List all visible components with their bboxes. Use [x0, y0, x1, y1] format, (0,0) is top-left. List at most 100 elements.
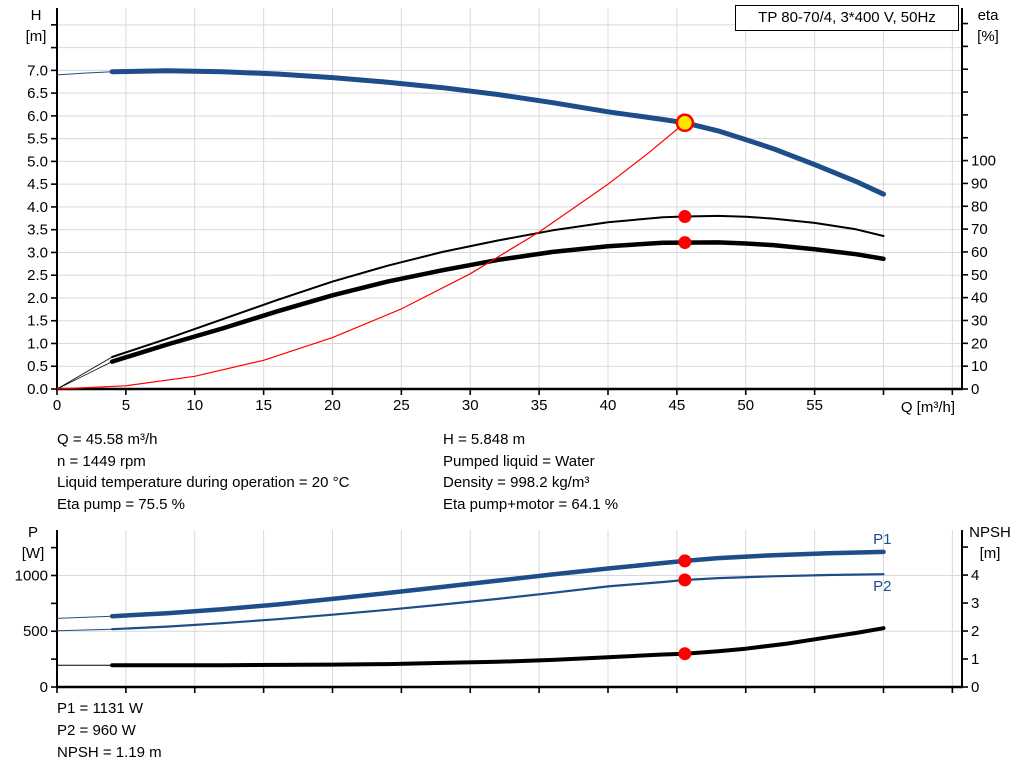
system-curve: [56, 122, 686, 390]
duty-point-marker[interactable]: [675, 113, 695, 133]
npsh-axis-title: NPSH [m]: [962, 522, 1018, 564]
eta-pump-motor-curve-leadin: [56, 361, 113, 390]
q-axis-tick-label: 5: [122, 397, 130, 414]
h-axis-tick-label: 5.0: [27, 153, 48, 170]
power-npsh-info: P1 = 1131 W P2 = 960 W NPSH = 1.19 m: [57, 698, 162, 764]
head-efficiency-chart: 0.0 0.5 1.0 1.5 2.0 2.5 3.0 3.5 4.0 4.5 5.0 5.5 6.0 6…: [27, 8, 996, 414]
eta-axis-tick-label: 60: [971, 244, 988, 261]
axis-title-line: [%]: [977, 28, 999, 45]
info-line: H = 5.848 m: [443, 431, 526, 448]
q-axis-tick-label: 15: [255, 397, 272, 414]
h-axis-title: H [m]: [18, 5, 54, 47]
q-axis-tick-label: 30: [462, 397, 479, 414]
h-axis-tick-label: 0.5: [27, 358, 48, 375]
eta-pump-motor-curve: [109, 240, 886, 364]
axis-title-line: P: [27, 524, 38, 541]
info-line: Pumped liquid = Water: [443, 452, 595, 470]
h-axis-tick-label: 6.5: [27, 85, 48, 102]
q-axis-tick-label: 40: [600, 397, 617, 414]
h-axis-tick-label: 4.0: [27, 199, 48, 216]
q-axis-tick-label: 35: [531, 397, 548, 414]
info-line: P2 = 960 W: [57, 722, 136, 739]
eta-pump-curve: [111, 214, 885, 358]
h-axis-tick-label: 1.0: [27, 335, 48, 352]
info-line: Liquid temperature during operation = 20…: [57, 474, 350, 492]
q-axis-tick-label: 20: [324, 397, 341, 414]
q-axis-title: Q [m³/h]: [900, 399, 955, 416]
eta-axis-tick-label: 70: [971, 221, 988, 238]
q-axis-tick-label: 25: [393, 397, 410, 414]
info-line: Eta pump = 75.5 %: [57, 496, 185, 514]
info-line: NPSH = 1.19 m: [57, 744, 162, 761]
npsh-axis-tick-label: 1: [971, 651, 979, 668]
axis-title-line: [W]: [21, 545, 45, 562]
h-axis-tick-label: 3.0: [27, 244, 48, 261]
h-axis-tick-label: 0.0: [27, 381, 48, 398]
p2-curve-label: P2: [873, 578, 891, 595]
p-axis-tick-label: 1000: [15, 567, 48, 584]
duty-info-right: H = 5.848 m Pumped liquid = Water Densit…: [443, 429, 618, 516]
p-axis-tick-label: 0: [40, 679, 48, 696]
axis-title-line: [m]: [979, 545, 1001, 562]
info-line: Density = 998.2 kg/m³: [443, 474, 590, 492]
power-npsh-chart: 0 500 1000 0 1 2 3 4 P1 P2: [15, 530, 979, 696]
npsh-axis-tick-label: 0: [971, 679, 979, 696]
h-axis-tick-label: 6.0: [27, 108, 48, 125]
p1-curve: [109, 549, 886, 619]
h-axis-tick-label: 2.0: [27, 290, 48, 307]
h-curve-leadin: [56, 71, 113, 76]
q-axis-tick-label: 0: [53, 397, 61, 414]
pump-title-box: TP 80-70/4, 3*400 V, 50Hz: [735, 5, 959, 31]
p1-curve-leadin: [56, 615, 113, 619]
q-axis-tick-label: 45: [669, 397, 686, 414]
h-axis-tick-label: 5.5: [27, 131, 48, 148]
operating-point-dot-2[interactable]: [678, 647, 692, 661]
p2-curve-leadin: [56, 628, 113, 632]
p-axis-tick-label: 500: [23, 623, 48, 640]
axis-title-line: H: [30, 7, 42, 24]
duty-info-left: Q = 45.58 m³/h n = 1449 rpm Liquid tempe…: [57, 429, 349, 516]
eta-axis-tick-label: 90: [971, 175, 988, 192]
h-curve[interactable]: [109, 68, 886, 197]
axis-title-line: eta: [977, 7, 999, 24]
eta-axis-tick-label: 50: [971, 267, 988, 284]
eta-pump-curve-leadin: [56, 356, 113, 390]
axis-title-line: NPSH: [969, 524, 1011, 541]
eta-axis-tick-label: 100: [971, 153, 996, 170]
pump-title: TP 80-70/4, 3*400 V, 50Hz: [758, 9, 936, 26]
q-axis-tick-label: 10: [186, 397, 203, 414]
eta-axis-tick-label: 40: [971, 290, 988, 307]
q-axis-tick-label: 50: [737, 397, 754, 414]
operating-point-dot-1[interactable]: [678, 573, 692, 587]
npsh-axis-tick-label: 4: [971, 567, 979, 584]
h-axis-tick-label: 3.5: [27, 222, 48, 239]
p1-curve-label: P1: [873, 531, 891, 548]
npsh-axis-tick-label: 2: [971, 623, 979, 640]
p2-curve: [111, 573, 885, 631]
eta-axis-tick-label: 80: [971, 198, 988, 215]
eta-axis-tick-label: 20: [971, 335, 988, 352]
info-line: Eta pump+motor = 64.1 %: [443, 496, 619, 514]
h-axis-tick-label: 1.5: [27, 313, 48, 330]
q-axis-tick-label: 55: [806, 397, 823, 414]
eta-axis-tick-label: 10: [971, 358, 988, 375]
operating-point-dot-0[interactable]: [678, 554, 692, 568]
eta-axis-title: eta [%]: [963, 5, 1013, 47]
h-axis-tick-label: 4.5: [27, 176, 48, 193]
info-line: P1 = 1131 W: [57, 700, 144, 717]
head-efficiency-chart-plot-area[interactable]: [57, 8, 962, 389]
eta-axis-tick-label: 0: [971, 381, 979, 398]
h-axis-tick-label: 7.0: [27, 62, 48, 79]
axis-title-line: [m]: [25, 28, 47, 45]
npsh-axis-tick-label: 3: [971, 595, 979, 612]
info-line: n = 1449 rpm: [57, 452, 146, 470]
eta-axis-tick-label: 30: [971, 312, 988, 329]
p-axis-title: P [W]: [14, 522, 52, 564]
operating-point-dot-1[interactable]: [678, 210, 692, 224]
info-line: Q = 45.58 m³/h: [57, 431, 158, 448]
operating-point-dot-2[interactable]: [678, 236, 692, 250]
h-axis-tick-label: 2.5: [27, 267, 48, 284]
npsh-curve: [110, 626, 886, 668]
